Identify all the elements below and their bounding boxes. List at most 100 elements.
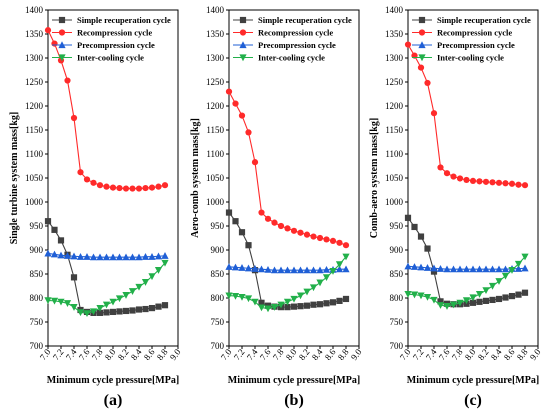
data-point — [316, 301, 324, 308]
x-tick-label: 8.2 — [116, 347, 131, 362]
y-tick-label: 1300 — [385, 53, 404, 63]
data-point — [417, 263, 425, 271]
series-1 — [44, 218, 169, 316]
data-point — [76, 253, 85, 260]
series-4 — [44, 259, 169, 318]
data-point — [251, 159, 259, 166]
data-point — [238, 264, 246, 271]
data-point — [251, 265, 259, 272]
legend-marker — [239, 16, 247, 24]
y-tick-label: 1300 — [25, 53, 44, 63]
legend-marker — [58, 16, 66, 24]
data-point — [323, 300, 330, 307]
legend-marker — [418, 41, 426, 49]
data-point — [495, 265, 503, 273]
data-point — [83, 176, 91, 183]
data-point — [482, 265, 490, 273]
data-point — [258, 209, 265, 216]
data-point — [469, 294, 477, 302]
data-point — [290, 266, 298, 274]
data-point — [514, 265, 523, 272]
data-point — [270, 266, 279, 274]
legend-marker — [58, 54, 66, 62]
y-tick-label: 800 — [390, 293, 404, 303]
legend-marker — [239, 29, 247, 36]
data-point — [244, 264, 253, 272]
data-point — [515, 181, 522, 188]
data-point — [456, 175, 464, 182]
y-tick-label: 1400 — [385, 5, 404, 15]
legend-entry: Precompression cycle — [437, 40, 515, 50]
data-point — [482, 297, 490, 304]
series-2 — [225, 88, 350, 249]
series-line — [228, 91, 347, 246]
y-tick-label: 950 — [211, 221, 225, 231]
data-point — [57, 298, 65, 306]
x-tick-label: 8.8 — [155, 347, 170, 362]
data-point — [290, 227, 298, 234]
y-tick-label: 800 — [211, 293, 225, 303]
data-point — [257, 265, 266, 273]
data-point — [336, 239, 343, 246]
data-point — [277, 222, 285, 230]
y-tick-label: 1250 — [206, 77, 225, 87]
y-tick-label: 1350 — [385, 29, 404, 39]
y-tick-label: 900 — [30, 245, 44, 255]
data-point — [290, 303, 298, 310]
y-tick-label: 1150 — [206, 125, 224, 135]
data-point — [290, 295, 298, 303]
data-point — [515, 291, 522, 298]
data-point — [70, 304, 78, 311]
data-point — [238, 229, 246, 236]
x-tick-label: 7.4 — [245, 347, 260, 362]
data-point — [57, 237, 65, 244]
data-point — [154, 252, 163, 260]
data-point — [83, 253, 91, 260]
data-point — [303, 288, 311, 296]
data-point — [63, 300, 72, 307]
data-point — [488, 282, 497, 290]
series-2 — [44, 27, 169, 192]
data-point — [335, 265, 344, 273]
data-point — [514, 260, 523, 268]
data-point — [44, 27, 52, 34]
data-point — [76, 309, 85, 317]
y-tick-label: 700 — [390, 341, 404, 351]
data-point — [424, 245, 431, 252]
data-point — [161, 302, 169, 309]
data-point — [456, 299, 464, 307]
y-axis-label: Comb-aero system mass[kg] — [369, 118, 380, 238]
data-point — [404, 291, 412, 298]
y-tick-label: 800 — [30, 293, 44, 303]
data-point — [63, 252, 72, 259]
data-point — [142, 305, 149, 313]
data-point — [238, 293, 246, 301]
data-point — [258, 299, 265, 306]
data-point — [410, 263, 419, 270]
data-point — [463, 176, 470, 184]
data-point — [129, 307, 136, 314]
data-point — [251, 298, 259, 306]
data-point — [50, 250, 59, 258]
data-point — [264, 215, 272, 222]
data-point — [310, 301, 317, 308]
data-point — [135, 185, 143, 192]
data-point — [161, 252, 169, 259]
y-tick-label: 750 — [30, 317, 44, 327]
data-point — [296, 266, 305, 274]
x-tick-label: 7.8 — [450, 347, 465, 362]
data-point — [469, 265, 477, 273]
x-tick-label: 8.8 — [336, 347, 351, 362]
data-point — [225, 292, 233, 300]
data-point — [423, 264, 432, 271]
y-tick-label: 850 — [30, 269, 44, 279]
data-point — [122, 292, 130, 299]
data-point — [417, 64, 425, 71]
data-point — [404, 262, 412, 270]
y-tick-label: 950 — [30, 221, 44, 231]
data-point — [109, 184, 117, 191]
data-point — [297, 303, 304, 310]
series-3 — [44, 249, 169, 261]
data-point — [437, 164, 444, 171]
data-point — [283, 266, 292, 274]
